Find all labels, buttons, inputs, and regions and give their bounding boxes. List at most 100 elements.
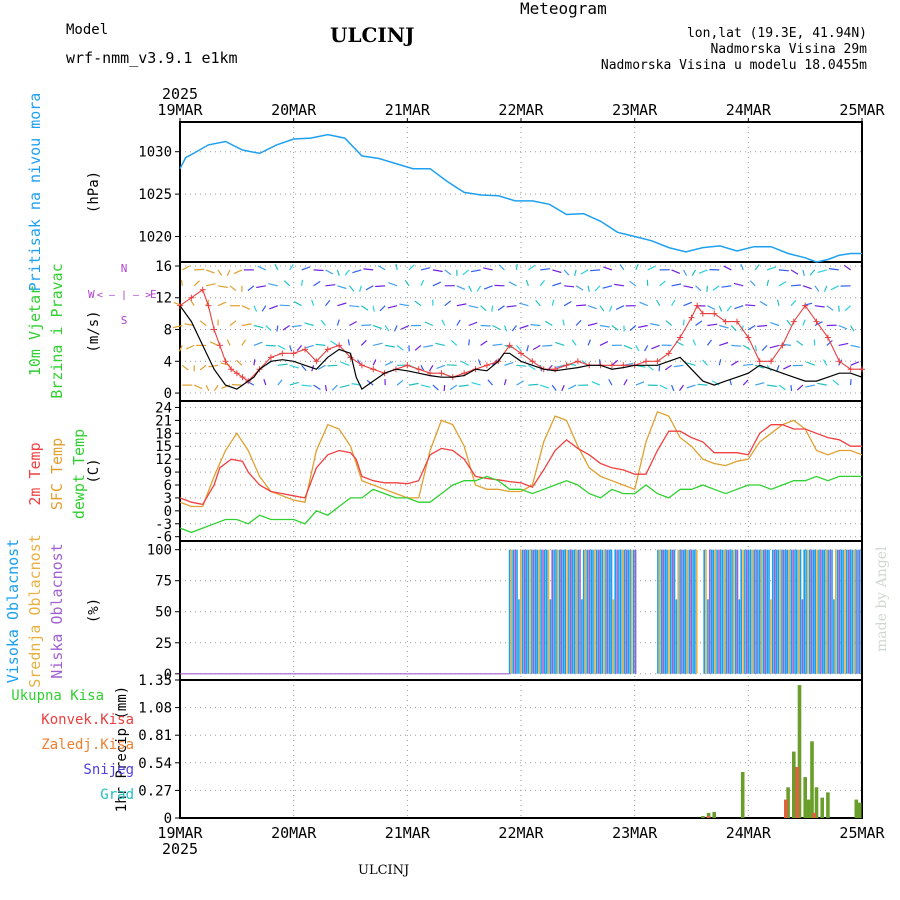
- wind-arrow: [396, 344, 404, 351]
- wind-arrow: [320, 319, 326, 326]
- wind-arrow: [289, 364, 299, 369]
- wind-arrow: [563, 269, 570, 276]
- wind-arrow: [395, 263, 398, 271]
- precip-bar-convective: [795, 766, 799, 818]
- wind-arrow: [682, 269, 688, 276]
- precip-bar-total: [701, 816, 705, 818]
- label-wind-2: Brzina i Pravac: [48, 263, 66, 398]
- wind-arrow: [352, 269, 362, 274]
- y-tick-label: 1025: [138, 187, 172, 203]
- wind-arrow: [822, 359, 828, 366]
- wind-arrow: [404, 279, 410, 287]
- x-tick-label-bottom: 25MAR: [839, 824, 885, 842]
- wind-arrow: [683, 285, 694, 289]
- wind-arrow: [761, 344, 768, 352]
- wind-gust-marker: [699, 310, 706, 317]
- wind-arrow: [199, 320, 207, 326]
- precip-bar-convective: [706, 816, 711, 818]
- wind-arrow: [205, 269, 215, 274]
- wind-arrow: [393, 325, 398, 332]
- wind-arrow: [786, 319, 792, 326]
- wind-arrow: [233, 269, 243, 275]
- wind-arrow: [542, 344, 553, 347]
- wind-arrow: [697, 383, 708, 386]
- wind-arrow: [337, 302, 347, 307]
- y-tick-label: 6: [164, 478, 172, 494]
- wind-arrow: [850, 325, 855, 332]
- wind-arrow: [483, 267, 493, 271]
- wind-arrow: [838, 342, 849, 346]
- x-tick-label-bottom: 22MAR: [498, 824, 544, 842]
- wind-arrow: [185, 344, 195, 350]
- wind-arrow: [365, 285, 374, 291]
- y-tick-label: 0.81: [138, 728, 172, 744]
- wind-gust-marker: [415, 366, 422, 373]
- wind-arrow: [436, 364, 446, 370]
- wind-arrow: [449, 384, 458, 391]
- wind-arrow: [658, 365, 661, 372]
- wind-arrow: [304, 322, 314, 327]
- compass-e: E: [150, 288, 157, 301]
- wind-arrow: [629, 280, 637, 287]
- y-tick-label: 21: [155, 413, 172, 429]
- wind-arrow: [594, 285, 601, 292]
- wind-arrow: [602, 285, 613, 289]
- wind-arrow: [296, 345, 303, 352]
- wind-arrow: [301, 279, 304, 286]
- y-tick-label: 1030: [138, 145, 172, 161]
- panel-unit-temperature: (C): [86, 458, 102, 483]
- wind-gust-marker: [483, 362, 490, 369]
- wind-arrow: [711, 380, 720, 386]
- model-name: wrf-nmm_v3.9.1 e1km: [66, 49, 238, 67]
- wind-arrow: [213, 384, 219, 392]
- wind-arrow: [568, 384, 577, 390]
- wind-arrow: [623, 344, 633, 350]
- panel-unit-clouds: (%): [86, 598, 102, 623]
- wind-gust-marker: [745, 334, 752, 341]
- wind-arrow: [611, 359, 619, 366]
- wind-arrow: [540, 268, 551, 271]
- wind-arrow: [444, 269, 452, 276]
- wind-arrow: [443, 385, 446, 392]
- y-tick-label: -3: [155, 517, 172, 533]
- wind-arrow: [754, 264, 760, 271]
- series-line-sfc-temp: [179, 410, 863, 508]
- wind-arrow: [766, 279, 770, 286]
- wind-arrow: [742, 379, 749, 386]
- wind-arrow: [277, 344, 286, 350]
- wind-arrow: [263, 379, 267, 386]
- wind-arrow: [241, 305, 251, 310]
- wind-arrow: [265, 325, 272, 332]
- wind-gust-marker: [177, 302, 183, 309]
- wind-arrow: [420, 384, 431, 388]
- wind-arrow: [635, 381, 645, 386]
- wind-arrow: [468, 285, 473, 292]
- wind-arrow: [809, 269, 816, 276]
- wind-arrow: [456, 303, 467, 307]
- wind-arrow: [769, 344, 780, 349]
- wind-arrow: [611, 325, 619, 331]
- precip-bar-total: [706, 812, 711, 818]
- wind-arrow: [850, 344, 861, 348]
- wind-arrow: [199, 364, 207, 371]
- wind-arrow: [460, 360, 469, 366]
- wind-arrow: [503, 325, 508, 332]
- wind-gust-marker: [438, 370, 445, 377]
- wind-arrow: [432, 384, 439, 391]
- wind-arrow: [683, 301, 693, 307]
- wind-arrow: [664, 364, 672, 371]
- wind-arrow: [832, 379, 840, 386]
- x-tick-label-top: 24MAR: [726, 101, 772, 119]
- wind-arrow: [790, 299, 797, 307]
- wind-arrow: [468, 321, 478, 327]
- wind-arrow: [435, 342, 445, 346]
- x-tick-label-bottom: 21MAR: [385, 824, 431, 842]
- wind-arrow: [256, 285, 266, 289]
- wind-arrow: [420, 365, 425, 372]
- y-tick-label: 100: [147, 543, 172, 559]
- wind-arrow: [539, 280, 545, 287]
- wind-gust-marker: [824, 334, 831, 341]
- wind-arrow: [540, 384, 550, 389]
- wind-arrow: [552, 282, 562, 287]
- wind-arrow: [420, 279, 425, 287]
